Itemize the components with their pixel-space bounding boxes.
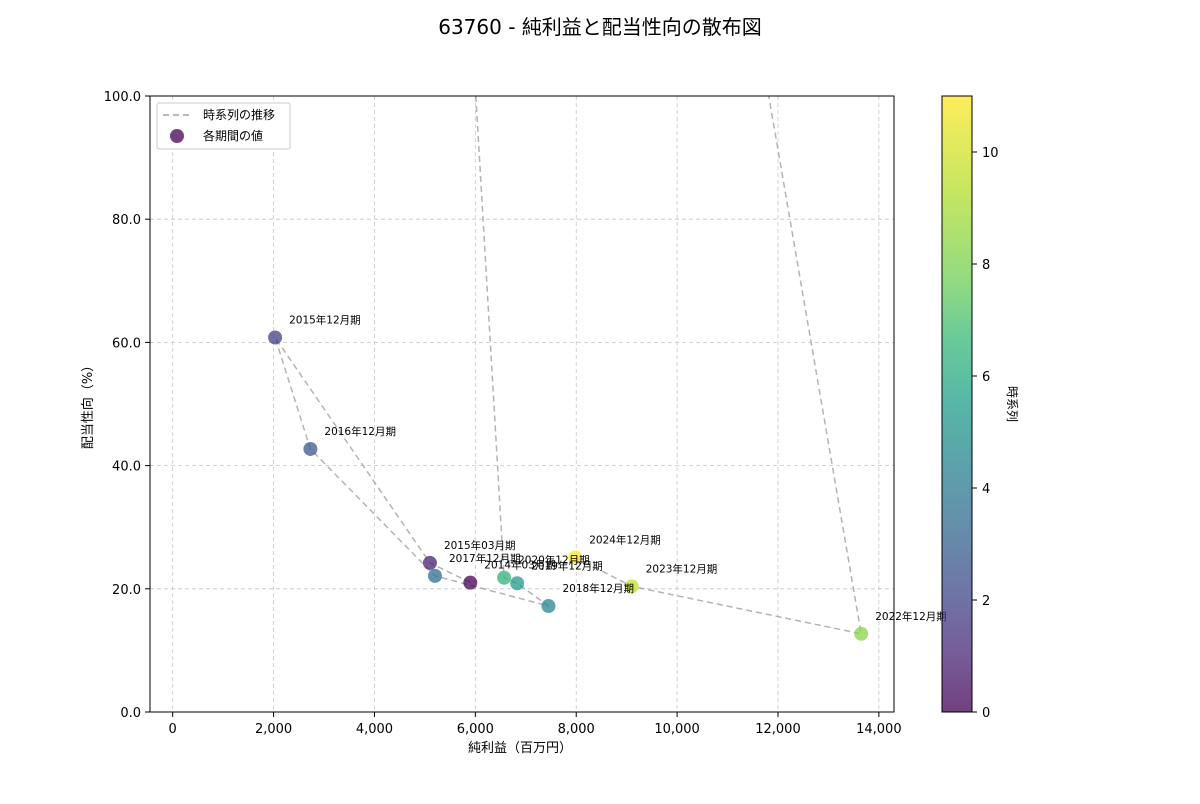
y-tick-label: 100.0 bbox=[104, 90, 141, 105]
colorbar: 0 2 4 6 8 10 時系列 bbox=[941, 95, 1019, 721]
data-point bbox=[422, 555, 437, 570]
point-labels: 2014年03月期 2015年03月期 2015年12月期 2016年12月期 2017… bbox=[289, 313, 947, 622]
y-axis-ticks: 0.0 20.0 40.0 60.0 80.0 100.0 bbox=[104, 90, 150, 721]
point-label: 2016年12月期 bbox=[324, 425, 396, 438]
chart-title: 63760 - 純利益と配当性向の散布図 bbox=[438, 15, 762, 39]
data-point bbox=[624, 579, 639, 594]
point-label: 2020年12月期 bbox=[518, 554, 590, 567]
point-label: 2014年03月期 bbox=[484, 559, 556, 572]
y-tick-label: 80.0 bbox=[112, 213, 141, 228]
colorbar-ticks: 0 2 4 6 8 10 bbox=[972, 146, 999, 721]
colorbar-tick-label: 0 bbox=[982, 706, 990, 721]
data-point bbox=[541, 599, 556, 614]
x-axis-label: 純利益（百万円） bbox=[468, 741, 572, 756]
x-tick-label: 10,000 bbox=[654, 722, 700, 737]
legend-trend-label: 時系列の推移 bbox=[203, 108, 275, 122]
x-tick-label: 14,000 bbox=[856, 722, 902, 737]
data-point bbox=[510, 576, 525, 591]
x-tick-label: 0 bbox=[169, 722, 177, 737]
y-tick-label: 60.0 bbox=[112, 336, 141, 351]
data-point bbox=[427, 568, 442, 583]
y-tick-label: 40.0 bbox=[112, 460, 141, 475]
point-label: 2015年03月期 bbox=[444, 539, 516, 552]
data-point bbox=[463, 575, 478, 590]
data-point bbox=[268, 330, 283, 345]
x-tick-label: 4,000 bbox=[356, 722, 393, 737]
colorbar-tick-label: 2 bbox=[982, 594, 990, 609]
y-axis-label: 配当性向（%） bbox=[80, 359, 96, 449]
colorbar-tick-label: 4 bbox=[982, 482, 990, 497]
legend-points-label: 各期間の値 bbox=[203, 128, 263, 143]
legend: 時系列の推移 各期間の値 bbox=[156, 102, 291, 150]
data-point bbox=[854, 626, 869, 641]
point-label: 2015年12月期 bbox=[289, 313, 361, 326]
legend-points-swatch bbox=[170, 129, 184, 143]
data-point bbox=[568, 550, 583, 565]
x-tick-label: 2,000 bbox=[255, 722, 292, 737]
point-label: 2023年12月期 bbox=[646, 562, 718, 575]
y-tick-label: 0.0 bbox=[120, 706, 141, 721]
point-label: 2018年12月期 bbox=[562, 582, 634, 595]
trend-polyline bbox=[274, 96, 863, 635]
x-tick-label: 12,000 bbox=[755, 722, 801, 737]
point-label: 2017年12月期 bbox=[449, 552, 521, 565]
data-point bbox=[303, 441, 318, 456]
data-points bbox=[268, 330, 869, 641]
x-tick-label: 8,000 bbox=[558, 722, 595, 737]
y-tick-label: 20.0 bbox=[112, 583, 141, 598]
x-axis-ticks: 0 2,000 4,000 6,000 8,000 10,000 12,000 14,000 bbox=[169, 712, 902, 737]
colorbar-tick-label: 10 bbox=[982, 146, 999, 161]
colorbar-tick-label: 8 bbox=[982, 258, 990, 273]
point-label: 2024年12月期 bbox=[589, 533, 661, 546]
x-tick-label: 6,000 bbox=[457, 722, 494, 737]
grid-lines bbox=[150, 95, 894, 713]
colorbar-tick-label: 6 bbox=[982, 370, 990, 385]
plot-frame bbox=[149, 95, 895, 713]
colorbar-frame bbox=[941, 95, 973, 713]
colorbar-gradient bbox=[942, 96, 972, 712]
point-label: 2019年12月期 bbox=[531, 559, 603, 572]
data-point bbox=[497, 570, 512, 585]
trend-line bbox=[274, 96, 863, 635]
colorbar-label: 時系列 bbox=[1005, 386, 1019, 422]
legend-box bbox=[156, 102, 291, 150]
point-label: 2022年12月期 bbox=[875, 610, 947, 623]
